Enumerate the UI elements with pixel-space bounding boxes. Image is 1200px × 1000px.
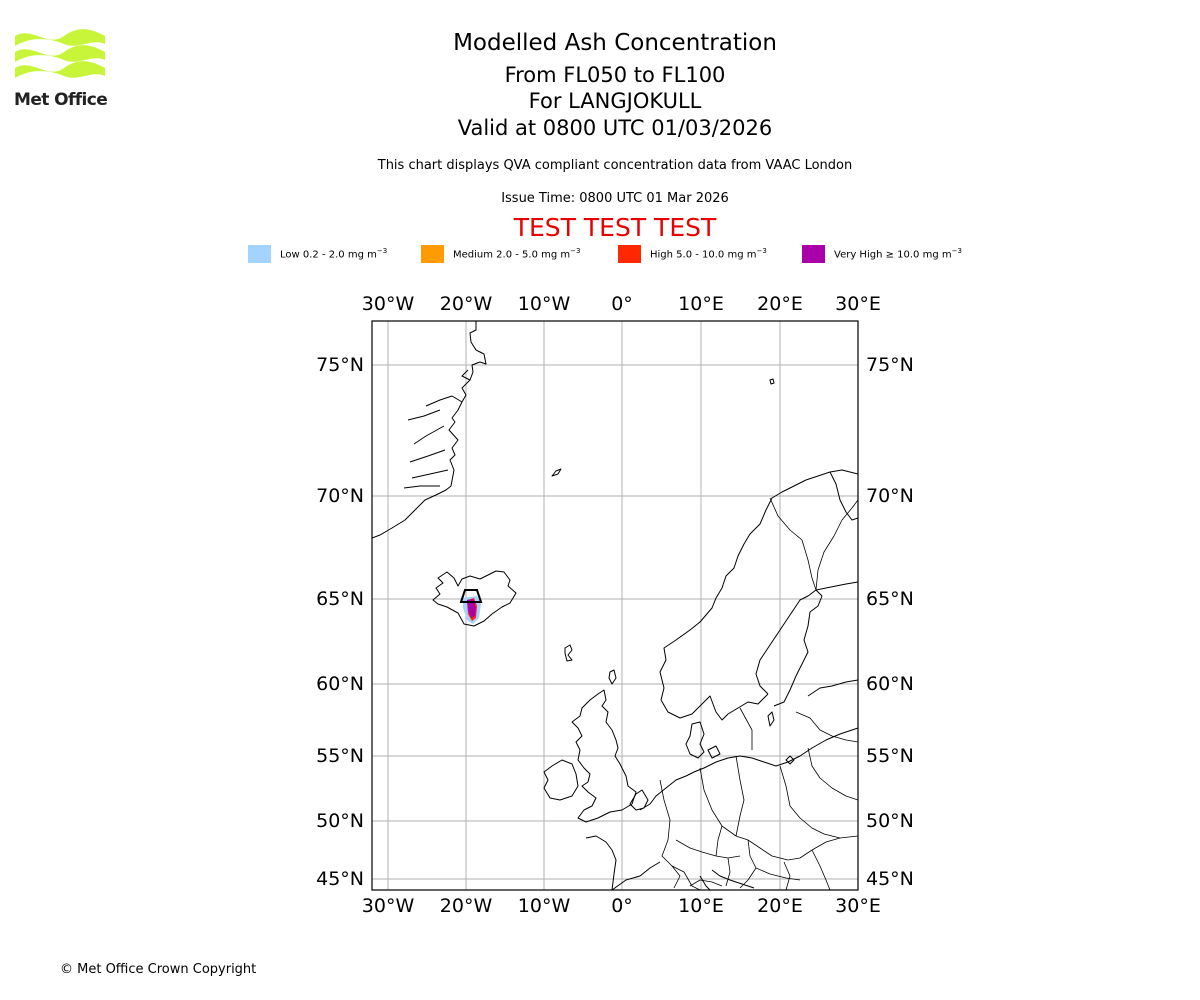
- legend-unit-exponent: −3: [376, 247, 388, 255]
- legend-label-low: Low 0.2 - 2.0 mg m: [280, 249, 377, 261]
- lon-label-top: 30°W: [362, 293, 415, 315]
- lon-label-bottom: 20°E: [757, 895, 803, 917]
- denmark-coastline: [685, 721, 721, 759]
- met-office-logo-text: Met Office: [14, 90, 108, 110]
- lat-label-left: 75°N: [316, 354, 364, 376]
- legend-label-medium: Medium 2.0 - 5.0 mg m: [453, 249, 571, 261]
- legend-label-high: High 5.0 - 10.0 mg m: [650, 249, 757, 261]
- jan-mayen-coastline: [551, 468, 562, 477]
- finland-coastline: [807, 471, 858, 697]
- lat-label-left: 65°N: [316, 588, 364, 610]
- volcano-marker: [459, 589, 483, 603]
- legend-unit-exponent: −3: [570, 247, 581, 255]
- map-frame: [371, 320, 859, 891]
- chart-subtitle: This chart displays QVA compliant concen…: [377, 158, 853, 173]
- lon-label-top: 0°: [611, 293, 633, 315]
- map-background: [372, 321, 858, 890]
- legend-swatch-low: [248, 245, 271, 263]
- lon-label-top: 10°W: [518, 293, 571, 315]
- iceland-coastline: [432, 570, 517, 627]
- lat-label-left: 50°N: [316, 810, 364, 832]
- lat-label-right: 75°N: [866, 354, 914, 376]
- lon-label-top: 30°E: [835, 293, 881, 315]
- lon-label-bottom: 10°E: [678, 895, 724, 917]
- bear-island-coastline: [769, 378, 775, 385]
- great-britain-coastline: [571, 689, 637, 823]
- lat-label-left: 70°N: [316, 485, 364, 507]
- ash-concentration-very-high: [467, 599, 476, 618]
- country-borders: [659, 711, 858, 890]
- lon-label-top: 20°E: [757, 293, 803, 315]
- chart-title: Modelled Ash Concentration: [453, 30, 777, 56]
- lat-label-right: 70°N: [866, 485, 914, 507]
- issue-time: Issue Time: 0800 UTC 01 Mar 2026: [501, 191, 729, 206]
- lon-label-bottom: 20°W: [440, 895, 493, 917]
- greenland-fjord-lines: [403, 369, 471, 489]
- legend-label-very-high: Very High ≥ 10.0 mg m: [834, 249, 952, 261]
- lat-label-right: 50°N: [866, 810, 914, 832]
- legend-unit-exponent: −3: [756, 247, 767, 255]
- lon-label-bottom: 10°W: [518, 895, 571, 917]
- greenland-coastline: [372, 321, 487, 539]
- ash-plume: [459, 589, 483, 624]
- legend-unit-exponent: −3: [951, 247, 962, 255]
- lat-label-left: 60°N: [316, 673, 364, 695]
- volcano-name: For LANGJOKULL: [528, 89, 702, 113]
- continental-europe-coastline: [585, 727, 858, 890]
- test-banner: TEST TEST TEST: [513, 213, 717, 242]
- legend-swatch-high: [618, 245, 641, 263]
- adriatic-coastline: [699, 869, 755, 890]
- map-coastlines: [372, 321, 858, 890]
- lat-label-right: 45°N: [866, 868, 914, 890]
- lon-label-bottom: 0°: [611, 895, 633, 917]
- legend-swatch-medium: [421, 245, 444, 263]
- faroe-islands-coastline: [564, 644, 573, 662]
- scandinavia-borders: [739, 497, 858, 750]
- scandinavia-coastline: [659, 469, 858, 721]
- lon-label-bottom: 30°E: [835, 895, 881, 917]
- lon-label-bottom: 30°W: [362, 895, 415, 917]
- met-office-logo: Met Office: [14, 28, 109, 113]
- flight-level-range: From FL050 to FL100: [504, 63, 726, 87]
- lat-label-right: 55°N: [866, 745, 914, 767]
- lon-label-top: 10°E: [678, 293, 724, 315]
- lat-label-right: 65°N: [866, 588, 914, 610]
- met-office-waves-icon: [15, 29, 105, 78]
- lat-label-left: 55°N: [316, 745, 364, 767]
- ireland-coastline: [543, 759, 579, 801]
- valid-time: Valid at 0800 UTC 01/03/2026: [457, 116, 773, 140]
- lat-label-left: 45°N: [316, 868, 364, 890]
- legend-swatch-very-high: [802, 245, 825, 263]
- lat-label-right: 60°N: [866, 673, 914, 695]
- baltic-islands-coastline: [767, 711, 795, 765]
- map-gridlines: [372, 321, 858, 890]
- shetland-coastline: [608, 669, 617, 685]
- lon-label-top: 20°W: [440, 293, 493, 315]
- copyright-notice: © Met Office Crown Copyright: [60, 962, 257, 977]
